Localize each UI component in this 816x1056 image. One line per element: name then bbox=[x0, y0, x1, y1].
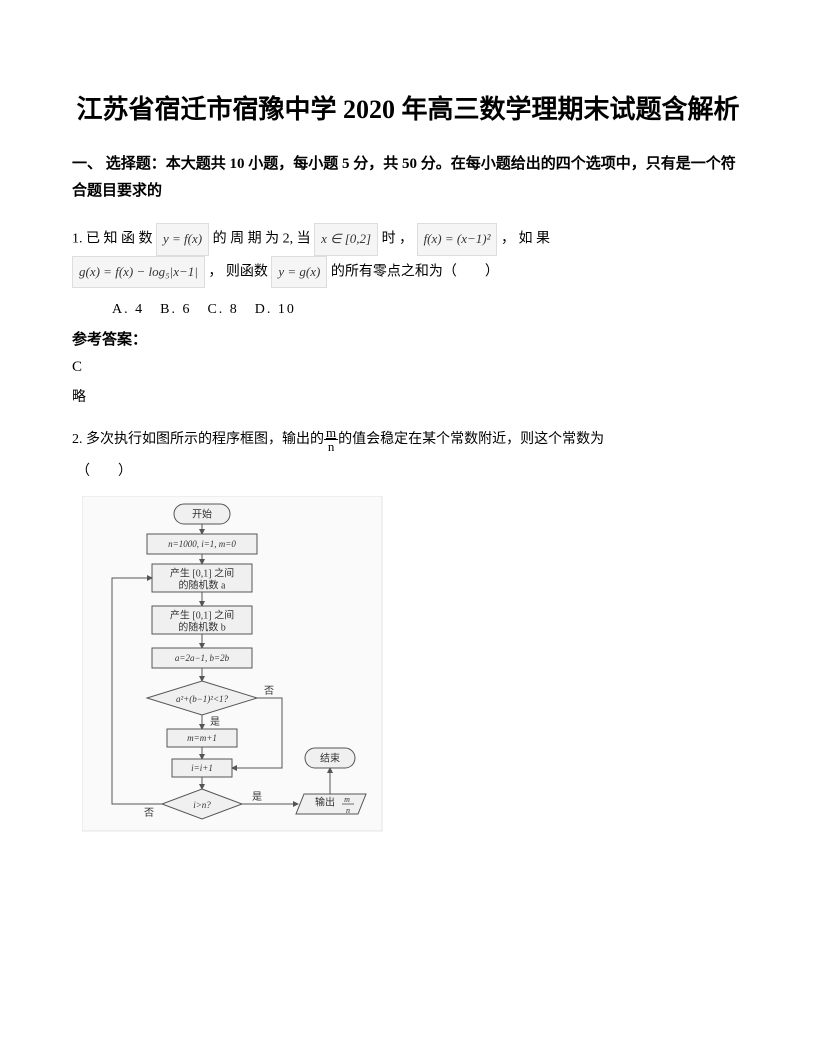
q1-expr5: y = g(x) bbox=[271, 256, 327, 289]
flow-end: 结束 bbox=[320, 751, 340, 764]
flowchart-diagram: 开始 n=1000, i=1, m=0 产生 [0,1] 之间 的随机数 a 产… bbox=[82, 496, 744, 836]
svg-text:n: n bbox=[346, 806, 350, 815]
flow-cond2: i>n? bbox=[193, 800, 211, 810]
page-title: 江苏省宿迁市宿豫中学 2020 年高三数学理期末试题含解析 bbox=[72, 90, 744, 129]
question-1: 1. 已 知 函 数 y = f(x) 的 周 期 为 2, 当 x ∈ [0,… bbox=[72, 223, 744, 288]
flow-randa-1: 产生 [0,1] 之间 bbox=[170, 566, 234, 579]
q1-text: 时 ， bbox=[382, 232, 417, 247]
q1-options: A. 4 B. 6 C. 8 D. 10 bbox=[72, 298, 744, 318]
q1-expr4: g(x) = f(x) − log₅|x−1| bbox=[72, 256, 205, 289]
fraction-mn: mn bbox=[324, 426, 338, 453]
page-container: 江苏省宿迁市宿豫中学 2020 年高三数学理期末试题含解析 一、 选择题：本大题… bbox=[0, 0, 816, 876]
flowchart-svg: 开始 n=1000, i=1, m=0 产生 [0,1] 之间 的随机数 a 产… bbox=[82, 496, 392, 836]
flow-yes2: 是 bbox=[252, 791, 262, 803]
flow-output-txt: 输出 bbox=[315, 795, 335, 808]
q1-text: 的所有零点之和为（ ） bbox=[331, 264, 499, 279]
flow-randb-2: 的随机数 b bbox=[178, 620, 226, 633]
flow-start: 开始 bbox=[192, 507, 212, 520]
answer-value: C bbox=[72, 359, 744, 376]
flow-assign: a=2a−1, b=2b bbox=[175, 653, 230, 663]
flow-no2: 否 bbox=[144, 807, 154, 819]
flow-mpp: m=m+1 bbox=[187, 733, 217, 743]
flow-ipp: i=i+1 bbox=[191, 763, 213, 773]
q1-expr3: f(x) = (x−1)² bbox=[417, 223, 498, 256]
q1-expr1: y = f(x) bbox=[156, 223, 209, 256]
question-2: 2. 多次执行如图所示的程序框图，输出的mn的值会稳定在某个常数附近，则这个常数… bbox=[72, 426, 744, 454]
flow-init: n=1000, i=1, m=0 bbox=[168, 539, 236, 549]
q2-text: 的值会稳定在某个常数附近，则这个常数为 bbox=[338, 432, 604, 447]
q1-text: ， 则函数 bbox=[208, 264, 271, 279]
q1-text: ， 如 果 bbox=[501, 232, 550, 247]
flow-no1: 否 bbox=[264, 685, 274, 697]
q2-blank: （ ） bbox=[72, 460, 744, 480]
q1-expr2: x ∈ [0,2] bbox=[314, 223, 378, 256]
q1-text: 的 周 期 为 2, 当 bbox=[213, 232, 315, 247]
section-heading: 一、 选择题：本大题共 10 小题，每小题 5 分，共 50 分。在每小题给出的… bbox=[72, 151, 744, 205]
flow-yes1: 是 bbox=[210, 716, 220, 728]
q2-text: 2. 多次执行如图所示的程序框图，输出的 bbox=[72, 432, 324, 447]
flow-randa-2: 的随机数 a bbox=[179, 578, 226, 591]
flow-cond1: a²+(b−1)²<1? bbox=[176, 694, 229, 704]
answer-brief: 略 bbox=[72, 386, 744, 406]
svg-text:m: m bbox=[344, 795, 350, 804]
flow-randb-1: 产生 [0,1] 之间 bbox=[170, 608, 234, 621]
answer-label: 参考答案： bbox=[72, 328, 744, 349]
q1-text: 1. 已 知 函 数 bbox=[72, 232, 156, 247]
